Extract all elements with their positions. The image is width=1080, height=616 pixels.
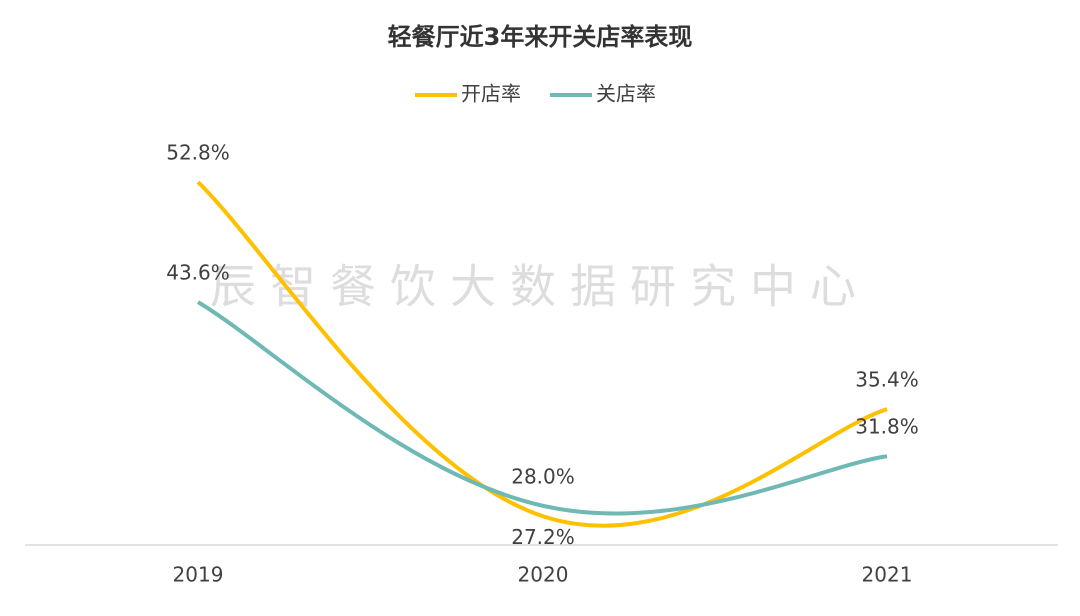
legend-label: 开店率 (461, 82, 521, 106)
data-label: 43.6% (166, 261, 230, 285)
watermark: 辰智餐饮大数据研究中心 (210, 260, 870, 314)
data-label: 27.2% (511, 525, 575, 549)
x-tick-label: 2021 (862, 563, 913, 587)
data-label: 52.8% (166, 141, 230, 165)
data-label: 35.4% (855, 368, 919, 392)
chart-title: 轻餐厅近3年来开关店率表现 (388, 23, 693, 51)
legend-label: 关店率 (596, 82, 656, 106)
data-label: 28.0% (511, 464, 575, 488)
series-line (196, 180, 888, 528)
data-label: 31.8% (855, 415, 919, 439)
series-line (196, 300, 888, 516)
x-tick-label: 2020 (518, 563, 569, 587)
x-tick-label: 2019 (173, 563, 224, 587)
